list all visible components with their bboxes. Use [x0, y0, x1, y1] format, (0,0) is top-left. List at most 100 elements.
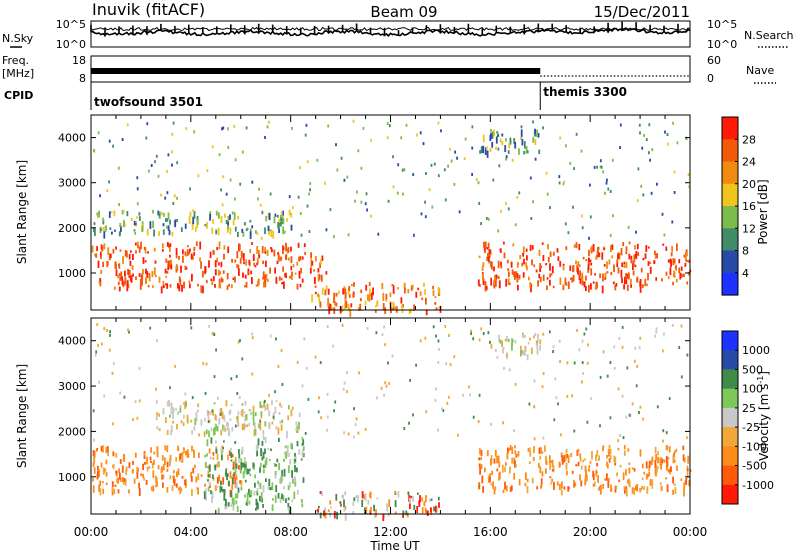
data-cell — [215, 348, 217, 352]
data-cell — [589, 259, 592, 262]
data-cell — [647, 246, 650, 249]
data-cell — [195, 226, 197, 232]
data-cell — [283, 451, 286, 455]
data-cell — [252, 419, 255, 426]
data-cell — [607, 481, 610, 488]
data-cell — [93, 456, 96, 464]
data-cell — [145, 480, 148, 485]
data-cell — [266, 404, 269, 410]
data-cell — [266, 249, 269, 256]
data-cell — [217, 461, 220, 464]
data-cell — [382, 303, 385, 310]
data-cell — [639, 336, 642, 340]
data-cell — [675, 279, 678, 283]
data-cell — [299, 166, 301, 170]
data-cell — [160, 212, 163, 216]
data-cell — [625, 488, 628, 497]
data-cell — [225, 498, 227, 507]
data-cell — [254, 422, 256, 429]
cpid-mode-themis: themis 3300 — [543, 85, 627, 99]
data-cell — [599, 424, 601, 428]
data-cell — [198, 452, 200, 458]
data-cell — [632, 263, 634, 270]
data-cell — [117, 275, 120, 279]
data-cell — [676, 141, 679, 145]
data-cell — [384, 381, 386, 385]
data-cell — [485, 285, 488, 291]
data-cell — [588, 257, 590, 265]
data-cell — [228, 431, 231, 435]
data-cell — [531, 477, 534, 484]
data-cell — [593, 481, 596, 487]
data-cell — [290, 246, 292, 252]
data-cell — [645, 138, 648, 142]
data-cell — [185, 401, 187, 407]
data-cell — [168, 229, 171, 236]
data-cell — [537, 280, 539, 287]
data-cell — [99, 278, 102, 282]
data-cell — [507, 268, 510, 272]
data-cell — [438, 347, 440, 351]
data-cell — [300, 233, 303, 237]
data-cell — [524, 348, 526, 356]
data-cell — [309, 182, 312, 186]
data-cell — [511, 457, 513, 464]
data-cell — [325, 271, 328, 275]
data-cell — [181, 284, 183, 292]
data-cell — [625, 415, 628, 419]
data-cell — [630, 284, 632, 288]
data-cell — [255, 444, 258, 452]
data-cell — [207, 470, 210, 474]
data-cell — [142, 473, 144, 478]
data-cell — [472, 337, 475, 341]
data-cell — [606, 261, 608, 269]
data-cell — [221, 455, 223, 461]
data-cell — [687, 271, 690, 276]
data-cell — [628, 272, 630, 280]
data-cell — [136, 202, 139, 206]
data-cell — [156, 426, 159, 430]
data-cell — [352, 293, 355, 298]
data-cell — [220, 277, 223, 283]
data-cell — [140, 473, 142, 477]
data-cell — [145, 277, 147, 285]
colorbar-swatch — [722, 206, 738, 229]
data-cell — [445, 362, 448, 366]
data-cell — [177, 283, 179, 289]
data-cell — [609, 233, 612, 237]
data-cell — [345, 301, 348, 308]
data-cell — [163, 285, 165, 289]
data-cell — [256, 262, 259, 266]
data-cell — [244, 464, 247, 469]
data-cell — [631, 467, 634, 470]
data-cell — [292, 206, 294, 210]
data-cell — [256, 491, 258, 494]
data-cell — [648, 123, 651, 127]
data-cell — [214, 414, 217, 420]
data-cell — [602, 170, 604, 174]
data-cell — [93, 438, 95, 442]
data-cell — [525, 262, 528, 268]
data-cell — [245, 126, 248, 130]
data-cell — [544, 455, 547, 461]
data-cell — [586, 361, 589, 365]
data-cell — [151, 462, 154, 469]
data-cell — [215, 424, 217, 431]
data-cell — [507, 278, 510, 286]
data-cell — [301, 437, 304, 440]
data-cell — [170, 408, 173, 414]
data-cell — [138, 482, 140, 489]
data-cell — [431, 205, 434, 209]
data-cell — [489, 148, 492, 152]
data-cell — [656, 182, 658, 186]
data-cell — [299, 255, 302, 261]
data-cell — [244, 479, 247, 483]
data-cell — [184, 265, 187, 270]
data-cell — [436, 506, 438, 513]
data-cell — [657, 456, 659, 464]
data-cell — [241, 357, 244, 361]
data-cell — [166, 487, 169, 493]
data-cell — [369, 288, 371, 296]
data-cell — [236, 264, 239, 268]
data-cell — [657, 451, 659, 456]
